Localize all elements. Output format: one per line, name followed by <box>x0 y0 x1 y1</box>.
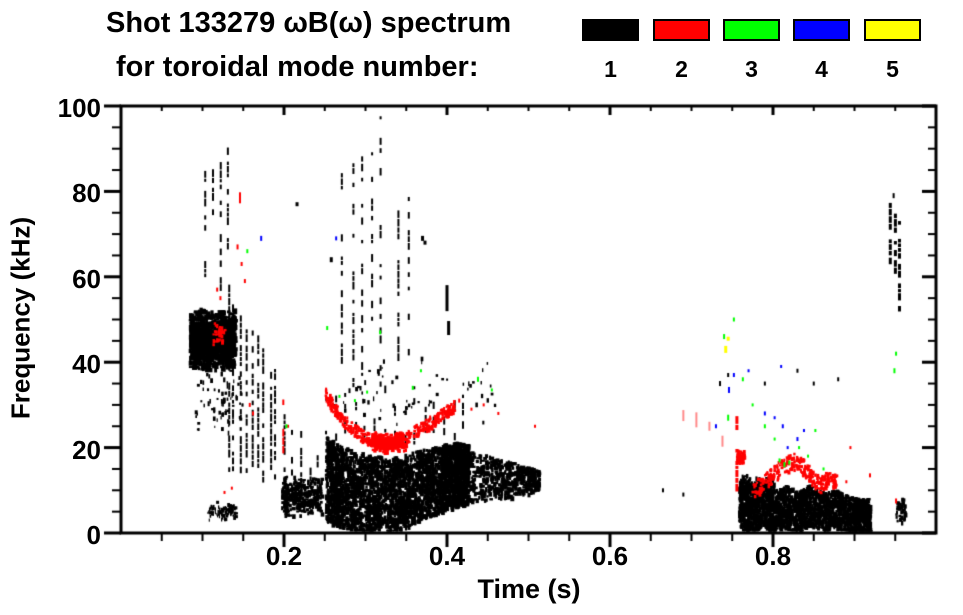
legend-swatch-n5 <box>864 19 921 41</box>
y-tick-label-80: 80 <box>72 178 101 208</box>
y-tick-label-60: 60 <box>72 264 101 294</box>
chart-title-line1: Shot 133279 ωB(ω) spectrum <box>106 7 512 39</box>
legend-label-n2: 2 <box>675 56 688 82</box>
x-tick-label-0.6: 0.6 <box>591 541 629 571</box>
legend-swatch-n4 <box>793 19 850 41</box>
legend-swatch-n1 <box>582 19 639 41</box>
x-tick-label-0.2: 0.2 <box>265 541 303 571</box>
x-tick-label-0.8: 0.8 <box>754 541 792 571</box>
y-axis-label: Frequency (kHz) <box>5 216 36 420</box>
legend-swatch-n3 <box>723 19 780 41</box>
chart-title-line2: for toroidal mode number: <box>116 51 479 83</box>
legend-label-n1: 1 <box>604 56 617 82</box>
y-tick-label-40: 40 <box>72 349 101 379</box>
y-tick-label-100: 100 <box>57 93 101 123</box>
x-tick-label-0.4: 0.4 <box>428 541 466 571</box>
y-tick-label-0: 0 <box>86 520 101 550</box>
legend-label-n4: 4 <box>815 56 828 82</box>
legend-label-n5: 5 <box>886 56 899 82</box>
legend-label-n3: 3 <box>745 56 758 82</box>
y-tick-label-20: 20 <box>72 435 101 465</box>
x-axis-label: Time (s) <box>477 574 581 604</box>
legend-swatch-n2 <box>653 19 710 41</box>
